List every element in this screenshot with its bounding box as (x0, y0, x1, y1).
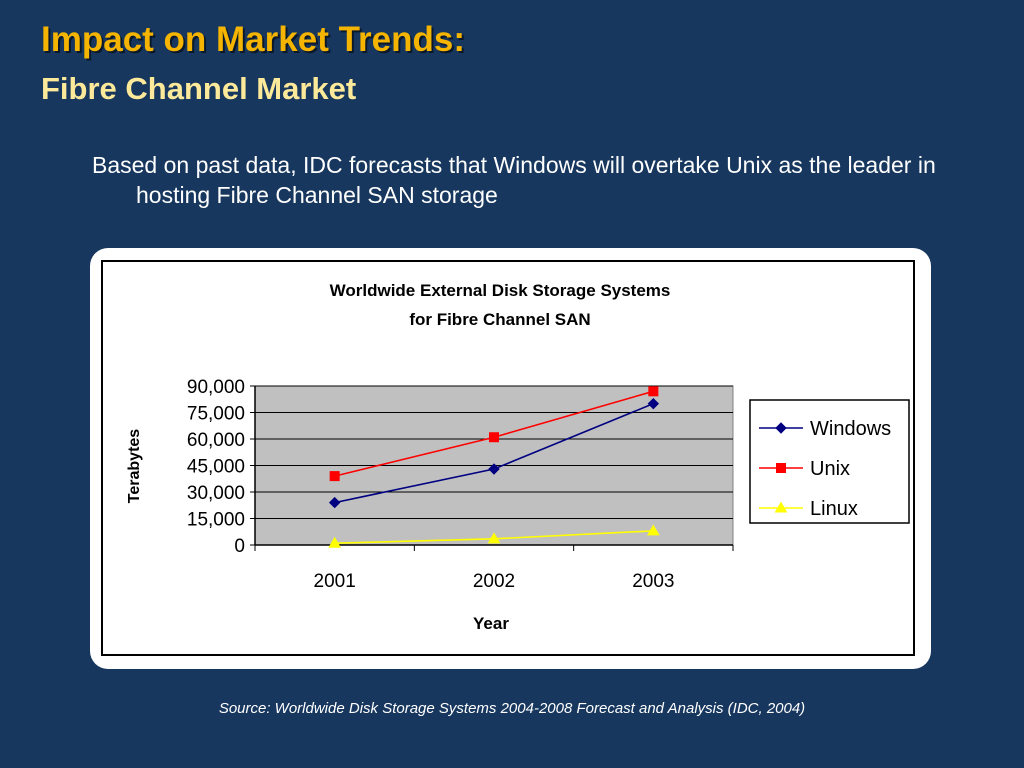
legend-item-linux: Linux (759, 498, 858, 520)
series-windows (328, 397, 660, 509)
legend-label: Unix (810, 458, 850, 480)
y-tick-label: 30,000 (187, 483, 245, 504)
data-point-windows (647, 397, 660, 410)
y-tick-label: 45,000 (187, 457, 245, 478)
legend: Windows Unix Linux (749, 399, 910, 524)
data-point-unix (489, 432, 499, 443)
data-point-linux (646, 524, 660, 536)
data-point-windows (328, 496, 341, 509)
data-point-unix (329, 471, 340, 482)
chart-subtitle: for Fibre Channel SAN (409, 310, 590, 329)
x-axis-label: Year (473, 614, 509, 633)
x-tick-label: 2002 (473, 571, 515, 592)
x-tick-label: 2003 (632, 571, 674, 592)
y-tick-label: 0 (234, 536, 245, 557)
legend-item-unix: Unix (759, 458, 850, 480)
source-note: Source: Worldwide Disk Storage Systems 2… (218, 700, 806, 717)
data-point-unix (648, 386, 659, 397)
bullet-text: Based on past data, IDC forecasts that W… (92, 152, 936, 208)
series-group (328, 386, 660, 548)
y-tick-label: 60,000 (187, 430, 245, 451)
legend-marker (774, 501, 788, 513)
legend-marker (775, 422, 787, 434)
chart-frame: Worldwide External Disk Storage Systems … (101, 260, 915, 656)
legend-label: Linux (810, 498, 858, 520)
series-linux (328, 524, 660, 548)
x-tick-label: 2001 (314, 571, 356, 592)
data-point-linux (487, 532, 501, 544)
y-axis-label: Terabytes (126, 429, 143, 504)
slide-title: Impact on Market Trends: (41, 20, 465, 59)
y-tick-label: 90,000 (187, 377, 245, 398)
legend-label: Windows (810, 418, 891, 440)
y-axis-ticks: 0 15,000 30,000 45,000 60,000 75,000 90,000 (187, 377, 255, 557)
legend-box (749, 399, 910, 524)
slide-subtitle: Fibre Channel Market (41, 71, 357, 106)
data-point-windows (488, 463, 500, 475)
gridlines (255, 385, 733, 519)
legend-item-windows: Windows (759, 418, 891, 440)
x-axis-ticks: 2001 2002 2003 (254, 545, 734, 592)
series-unix (329, 386, 659, 482)
y-tick-label: 15,000 (187, 510, 245, 531)
chart-title: Worldwide External Disk Storage Systems (330, 281, 671, 300)
data-point-linux (328, 536, 342, 548)
line-chart: Worldwide External Disk Storage Systems … (126, 281, 910, 633)
y-tick-label: 75,000 (187, 404, 245, 425)
chart-card: Worldwide External Disk Storage Systems … (90, 248, 931, 669)
legend-marker (776, 463, 786, 473)
